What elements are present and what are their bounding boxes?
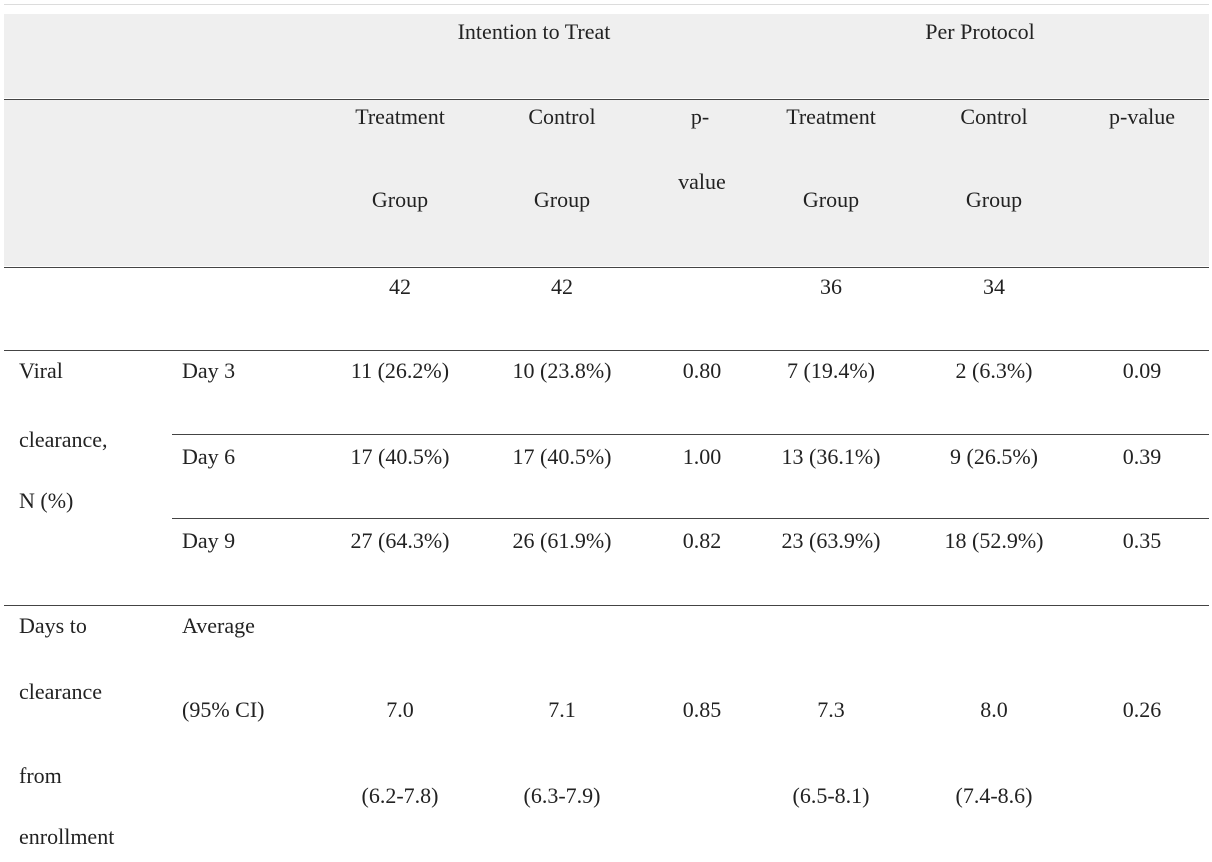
count-itt-control: 42 xyxy=(551,274,573,299)
viral-clearance-label-line1: Viral xyxy=(19,358,63,383)
count-pp-control: 34 xyxy=(983,274,1005,299)
day6-pp-pvalue: 0.39 xyxy=(1122,444,1162,469)
viral-clearance-label-line2: clearance, xyxy=(19,427,108,452)
col-pp-treatment-line1: Treatment xyxy=(786,104,876,129)
ci-itt-treatment: (6.2-7.8) xyxy=(361,783,439,808)
avg-pp-control: 8.0 xyxy=(980,697,1008,722)
day3-label: Day 3 xyxy=(182,358,236,383)
rule-below-day3 xyxy=(172,434,1209,435)
col-itt-control-line1: Control xyxy=(528,104,596,129)
day9-label: Day 9 xyxy=(182,528,236,553)
days-to-clearance-label-line1: Days to xyxy=(19,613,87,638)
rule-above-days-to-clearance xyxy=(4,605,1209,606)
day9-itt-pvalue: 0.82 xyxy=(682,528,722,553)
col-pp-treatment-line2: Group xyxy=(802,187,860,212)
day6-pp-treatment: 13 (36.1%) xyxy=(781,444,881,469)
day9-pp-treatment: 23 (63.9%) xyxy=(781,528,881,553)
day6-itt-control: 17 (40.5%) xyxy=(512,444,612,469)
col-pp-control-line2: Group xyxy=(965,187,1023,212)
col-itt-treatment-line1: Treatment xyxy=(355,104,445,129)
viral-clearance-label-line3: N (%) xyxy=(19,488,74,513)
ci-pp-control: (7.4-8.6) xyxy=(955,783,1033,808)
count-itt-treatment: 42 xyxy=(389,274,411,299)
rule-below-day6 xyxy=(172,518,1209,519)
avg-itt-control: 7.1 xyxy=(548,697,576,722)
avg-itt-treatment: 7.0 xyxy=(386,697,414,722)
day3-pp-control: 2 (6.3%) xyxy=(955,358,1033,383)
rule-below-group-header xyxy=(4,99,1209,100)
header-per-protocol: Per Protocol xyxy=(925,19,1035,44)
day3-itt-treatment: 11 (26.2%) xyxy=(350,358,450,383)
col-itt-pvalue-line2: value xyxy=(678,169,726,194)
day6-itt-treatment: 17 (40.5%) xyxy=(350,444,450,469)
table-top-border xyxy=(4,4,1209,5)
day3-pp-treatment: 7 (19.4%) xyxy=(787,358,875,383)
day3-itt-control: 10 (23.8%) xyxy=(512,358,612,383)
rule-above-viral-clearance xyxy=(4,350,1209,351)
avg-itt-pvalue: 0.85 xyxy=(682,697,722,722)
ci-pp-treatment: (6.5-8.1) xyxy=(792,783,870,808)
col-pp-control-line1: Control xyxy=(960,104,1028,129)
header-band-groups xyxy=(4,14,1209,98)
col-pp-pvalue: p-value xyxy=(1109,104,1175,129)
day6-itt-pvalue: 1.00 xyxy=(682,444,722,469)
stat-label-ci: (95% CI) xyxy=(182,697,265,722)
ci-itt-control: (6.3-7.9) xyxy=(523,783,601,808)
col-itt-treatment-line2: Group xyxy=(371,187,429,212)
day3-pp-pvalue: 0.09 xyxy=(1122,358,1162,383)
day9-itt-control: 26 (61.9%) xyxy=(512,528,612,553)
days-to-clearance-label-line4: enrollment xyxy=(19,824,115,849)
day6-pp-control: 9 (26.5%) xyxy=(950,444,1038,469)
day9-pp-pvalue: 0.35 xyxy=(1122,528,1162,553)
col-itt-pvalue-line1: p- xyxy=(690,104,710,129)
count-pp-treatment: 36 xyxy=(820,274,842,299)
day3-itt-pvalue: 0.80 xyxy=(682,358,722,383)
days-to-clearance-label-line3: from xyxy=(19,763,62,788)
day9-itt-treatment: 27 (64.3%) xyxy=(350,528,450,553)
days-to-clearance-label-line2: clearance xyxy=(19,679,103,704)
day6-label: Day 6 xyxy=(182,444,236,469)
header-intention-to-treat: Intention to Treat xyxy=(457,19,611,44)
avg-pp-treatment: 7.3 xyxy=(817,697,845,722)
rule-below-column-header xyxy=(4,267,1209,268)
avg-pp-pvalue: 0.26 xyxy=(1122,697,1162,722)
stat-label-average: Average xyxy=(182,613,255,638)
results-table: Intention to Treat Per Protocol Treatmen… xyxy=(4,4,1209,862)
col-itt-control-line2: Group xyxy=(533,187,591,212)
day9-pp-control: 18 (52.9%) xyxy=(944,528,1044,553)
header-band-columns xyxy=(4,100,1209,266)
